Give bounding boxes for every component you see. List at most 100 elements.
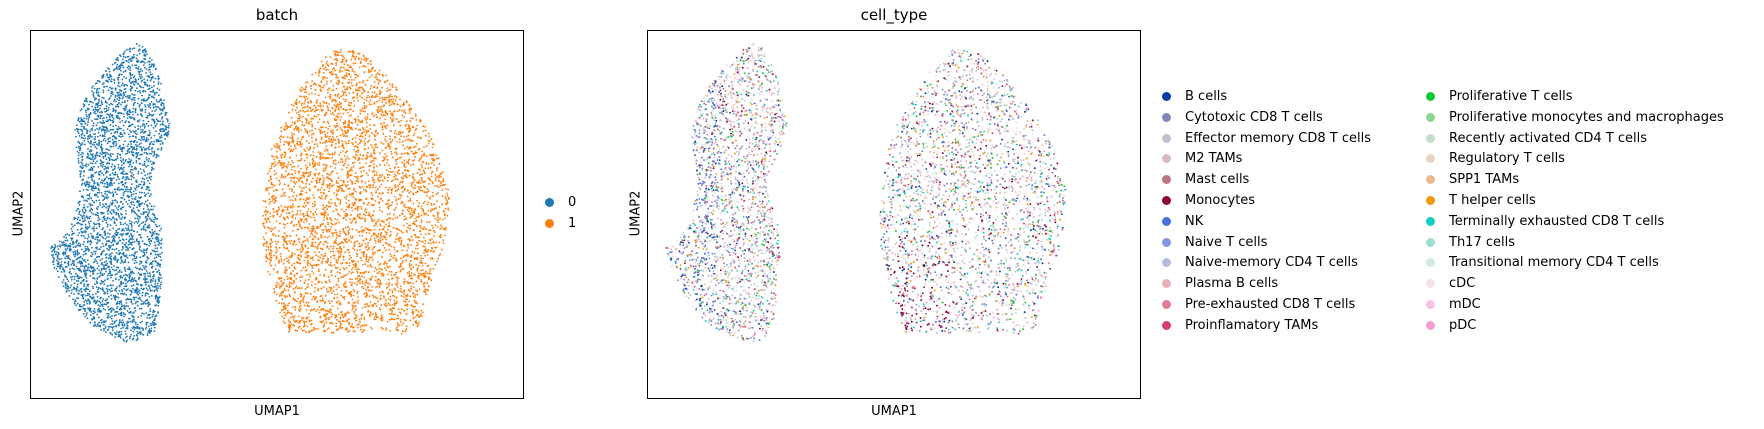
batch-0-point (89, 243, 92, 246)
batch-0-point (83, 217, 86, 219)
batch-1-point (323, 216, 326, 218)
batch-0-point (120, 292, 122, 295)
batch-0-point (84, 307, 86, 310)
batch-0-point (147, 281, 149, 284)
batch-0-point (75, 217, 77, 220)
batch-0-point (73, 282, 76, 285)
batch-0-point (70, 292, 73, 294)
batch-0-point (149, 253, 152, 256)
batch-0-point (108, 68, 111, 70)
batch-0-point (94, 171, 96, 174)
batch-0-point (115, 290, 118, 293)
batch-0-point (112, 235, 115, 237)
batch-0-point (108, 233, 111, 235)
batch-0-point (71, 262, 74, 265)
batch-0-point (80, 270, 83, 273)
batch-0-point (110, 317, 113, 320)
batch-0-point (148, 285, 150, 288)
batch-0-point (104, 100, 107, 103)
batch-0-point (106, 290, 109, 293)
batch-0-point (108, 236, 110, 238)
batch-0-point (114, 88, 117, 91)
batch-1-point (293, 253, 296, 256)
batch-0-point (157, 276, 160, 279)
batch-0-point (142, 303, 145, 305)
batch-0-point (107, 295, 110, 298)
batch-0-point (107, 265, 110, 268)
batch-0-point (160, 136, 163, 138)
batch-0-point (86, 317, 89, 320)
batch-0-point (155, 296, 157, 299)
batch-0-point (151, 237, 154, 240)
batch-0-point (69, 268, 71, 271)
batch-0-point (146, 199, 149, 202)
batch-0-point (130, 211, 133, 213)
batch-0-point (118, 313, 120, 315)
batch-0-point (98, 98, 100, 101)
batch-0-point (112, 284, 114, 287)
batch-0-point (133, 53, 135, 56)
batch-0-point (157, 278, 160, 281)
batch-0-point (140, 129, 142, 131)
batch-0-point (148, 328, 151, 331)
batch-0-point (92, 267, 95, 270)
batch-0-point (130, 221, 133, 223)
batch-0-point (77, 261, 79, 264)
batch-0-point (80, 120, 82, 123)
batch-0-point (83, 139, 86, 142)
batch-0-point (101, 77, 103, 79)
batch-1-point (273, 254, 275, 257)
batch-0-point (85, 165, 88, 168)
batch-0-point (121, 133, 123, 136)
batch-1-point (432, 227, 434, 230)
batch-0-point (123, 339, 125, 342)
batch-0-point (108, 76, 111, 79)
batch-1-point (328, 230, 331, 233)
batch-0-point (152, 155, 155, 157)
batch-0-point (96, 143, 99, 146)
batch-0-point (113, 159, 116, 162)
batch-0-point (94, 283, 96, 285)
batch-1-point (361, 271, 364, 274)
batch-0-point (83, 199, 85, 202)
batch-0-point (139, 70, 142, 73)
batch-0-point (100, 269, 103, 272)
batch-0-point (108, 217, 111, 220)
batch-0-point (149, 152, 151, 155)
batch-0-point (123, 101, 126, 103)
batch-0-point (72, 288, 75, 290)
batch-0-point (128, 241, 131, 243)
batch-0-point (151, 166, 153, 169)
batch-0-point (83, 214, 85, 217)
batch-0-point (100, 246, 102, 248)
batch-0-point (87, 186, 90, 188)
batch-0-point (88, 225, 91, 228)
batch-0-point (81, 118, 84, 121)
batch-0-point (101, 194, 104, 197)
batch-0-point (79, 190, 81, 193)
batch-0-point (142, 90, 144, 92)
batch-1-point (303, 202, 306, 205)
batch-0-point (140, 139, 142, 141)
batch-0-point (67, 285, 70, 287)
batch-0-point (133, 262, 136, 265)
batch-1-point (283, 226, 286, 229)
batch-0-point (92, 310, 95, 312)
batch-0-point (153, 310, 155, 313)
batch-1-point (326, 132, 329, 134)
batch-0-point (144, 81, 147, 84)
batch-0-point (111, 320, 114, 322)
batch-1-point (281, 315, 283, 318)
batch-0-point (147, 257, 150, 259)
batch-0-point (131, 226, 133, 228)
batch-0-point (154, 103, 156, 106)
batch-0-point (98, 276, 100, 278)
batch-0-point (138, 44, 141, 47)
batch-1-point (338, 255, 340, 258)
batch-0-point (93, 308, 96, 310)
batch-1-point (336, 172, 338, 175)
batch-0-point (126, 297, 129, 300)
batch-0-point (126, 128, 129, 130)
batch-0-point (75, 265, 78, 268)
batch-0-point (146, 205, 149, 208)
